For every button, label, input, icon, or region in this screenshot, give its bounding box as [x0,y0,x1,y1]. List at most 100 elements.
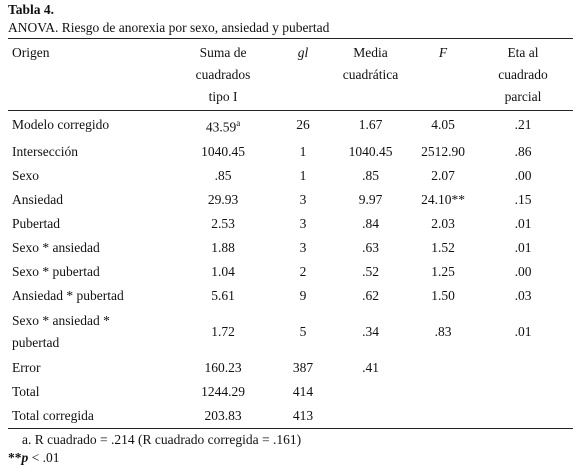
cell: 2.03 [431,215,455,231]
table-label: Tabla 4. [8,2,55,17]
note-p: **p < .01 [8,449,60,467]
cell: 160.23 [204,359,242,375]
header-line: Media [353,45,388,60]
cell: .83 [434,323,452,339]
cell: .03 [514,287,532,303]
table-row: Total corregida 203.83 413 [8,404,573,429]
header-line: cuadrado [498,67,548,82]
label-line: Ansiedad [12,191,63,207]
table-row: Sexo * ansiedad * pubertad 1.72 5 .34 .83 .01 [8,308,573,356]
cell: .34 [362,323,379,339]
cell: 1 [299,167,307,183]
label-line: Error [12,359,41,375]
row-label: Total [8,380,168,404]
cell: 2.53 [211,215,235,231]
cell: 2.07 [431,167,455,183]
cell: .84 [362,215,379,231]
cell: 1040.45 [201,143,245,159]
cell: .00 [514,167,532,183]
table-row: Sexo * pubertad 1.04 2 .52 1.25 .00 [8,260,573,284]
header-line: Eta al [507,45,539,60]
cell: 1.88 [211,239,235,255]
cell: 4.05 [431,117,455,133]
cell: 1 [299,143,307,159]
cell: 1040.45 [348,143,393,159]
label-line: Sexo * pubertad [12,263,100,279]
cell [328,380,413,404]
label-line: pubertad [12,334,60,350]
cell: 414 [292,383,314,399]
cell: 1.72 [211,323,235,339]
row-label: Ansiedad * pubertad [8,284,168,308]
cell: 9 [299,287,307,303]
cell: 9.97 [358,191,383,207]
cell: .63 [362,239,379,255]
cell: .21 [514,117,532,133]
header-line: parcial [504,89,542,104]
cell: 26 [296,117,310,133]
label-line: Total corregida [12,407,94,423]
cell: 1.25 [431,263,455,279]
row-label: Total corregida [8,404,168,429]
column-header: gl [278,39,328,111]
cell: 3 [299,215,307,231]
cell [473,380,573,404]
cell: .15 [514,191,532,207]
column-header: F [413,39,473,111]
header: Tabla 4. ANOVA. Riesgo de anorexia por s… [8,1,573,37]
header-line: Suma de [199,45,247,60]
row-label: Pubertad [8,212,168,236]
header-line: tipo I [208,89,238,104]
cell: .86 [514,143,532,159]
cell: 3 [299,239,307,255]
label-line: Total [12,383,40,399]
row-label: Error [8,356,168,380]
label-line: Sexo [12,167,39,183]
table-body: Modelo corregido 43.59a 26 1.67 4.05 .21 Inter… [8,111,573,429]
cell: 5.61 [211,287,235,303]
header-line: cuadrática [342,67,399,82]
row-label: Sexo * ansiedad * pubertad [8,308,168,356]
cell: 2 [299,263,307,279]
row-label: Intersección [8,140,168,164]
column-header: Media cuadrática [328,39,413,111]
label-line: Ansiedad * pubertad [12,287,124,303]
cell: 1.67 [358,117,383,133]
table-row: Intersección 1040.45 1 1040.45 2512.90 .86 [8,140,573,164]
column-header: Eta al cuadrado parcial [473,39,573,111]
cell: 1244.29 [201,383,245,399]
cell: .85 [214,167,232,183]
cell: .01 [514,239,532,255]
cell-value: 43.59 [205,119,237,135]
row-label: Sexo * ansiedad [8,236,168,260]
table-title: ANOVA. Riesgo de anorexia por sexo, ansi… [8,20,330,35]
table-row: Ansiedad 29.93 3 9.97 24.10** .15 [8,188,573,212]
column-header: Suma de cuadrados tipo I [168,39,278,111]
cell: 43.59a [168,111,278,140]
note-text: < .01 [28,450,60,465]
header-line: gl [297,45,309,60]
cell: .52 [362,263,379,279]
cell: 387 [292,359,314,375]
header-row: Origen Suma de cuadrados tipo I gl Media cuadr… [8,39,573,111]
cell: 413 [292,407,314,423]
note-var: p [21,450,29,465]
anova-table: Origen Suma de cuadrados tipo I gl Media cuadr… [8,38,573,429]
cell: 5 [299,323,307,339]
cell: 203.83 [204,407,242,423]
cell: 1.52 [431,239,455,255]
cell: .01 [514,323,532,339]
cell [473,404,573,429]
cell [413,356,473,380]
cell [473,356,573,380]
note-mark: ** [8,450,22,465]
cell: 1.04 [211,263,235,279]
header-line: Origen [12,45,50,60]
table-row: Total 1244.29 414 [8,380,573,404]
cell: 1.50 [431,287,455,303]
label-line: Sexo * ansiedad * [12,312,110,328]
label-line: Pubertad [12,215,60,231]
cell [328,404,413,429]
row-label: Sexo * pubertad [8,260,168,284]
